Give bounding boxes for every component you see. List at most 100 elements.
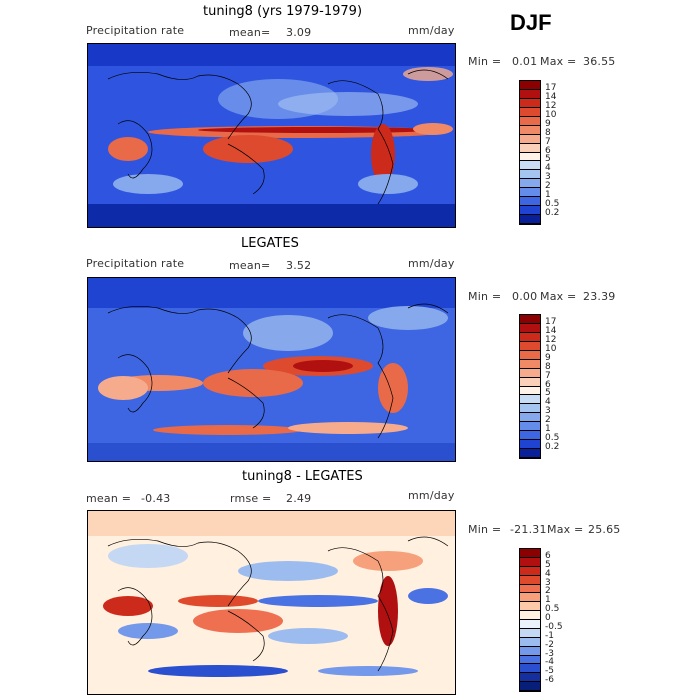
colorbar-tick-label: 10 — [545, 343, 557, 354]
colorbar-cell — [520, 107, 540, 117]
colorbar-cell — [520, 377, 540, 387]
colorbar-cell — [520, 350, 540, 360]
colorbar-tick-label: 14 — [545, 325, 557, 336]
colorbar-cell — [520, 413, 540, 423]
colorbar-tick-label: -5 — [545, 666, 554, 677]
panel1-min-value: 0.01 — [512, 55, 538, 68]
panel3-mean-label: mean = — [86, 492, 132, 505]
colorbar-cell — [520, 682, 540, 691]
colorbar-tick-label: -3 — [545, 648, 554, 659]
colorbar-cell — [520, 431, 540, 441]
colorbar-cell — [520, 549, 540, 558]
colorbar-cell — [520, 134, 540, 144]
colorbar-cell — [520, 575, 540, 585]
colorbar-tick-label: 0.2 — [545, 442, 560, 453]
colorbar-cell — [520, 628, 540, 638]
colorbar-tick-label: 12 — [545, 334, 557, 345]
colorbar-cell — [520, 664, 540, 674]
colorbar-cell — [520, 323, 540, 333]
colorbar-tick-label: -2 — [545, 639, 554, 650]
season-label: DJF — [510, 10, 552, 35]
panel2-min-label: Min = — [468, 290, 502, 303]
colorbar-cell — [520, 116, 540, 126]
colorbar-cell — [520, 179, 540, 189]
colorbar-cell — [520, 611, 540, 620]
panel2-max-value: 23.39 — [583, 290, 616, 303]
panel3-min-label: Min = — [468, 523, 502, 536]
colorbar-cell — [520, 584, 540, 594]
colorbar-tick-label: 17 — [545, 316, 557, 327]
panel1-max-value: 36.55 — [583, 55, 616, 68]
colorbar-tick-label: 0.5 — [545, 433, 560, 444]
panel3-colorbar — [519, 548, 541, 692]
colorbar-tick-label: 1 — [545, 190, 551, 201]
colorbar-tick-label: 17 — [545, 82, 557, 93]
colorbar-cell — [520, 404, 540, 414]
colorbar-cell — [520, 593, 540, 603]
colorbar-cell — [520, 188, 540, 198]
panel1-mean-value: 3.09 — [286, 26, 312, 39]
colorbar-cell — [520, 422, 540, 432]
colorbar-tick-label: 1 — [545, 424, 551, 435]
colorbar-tick-label: 14 — [545, 91, 557, 102]
colorbar-tick-label: -6 — [545, 675, 554, 686]
colorbar-cell — [520, 637, 540, 647]
panel1-min-label: Min = — [468, 55, 502, 68]
colorbar-cell — [520, 215, 540, 224]
colorbar-tick-label: 0.5 — [545, 199, 560, 210]
colorbar-cell — [520, 395, 540, 405]
colorbar-cell — [520, 332, 540, 342]
panel1-map — [87, 43, 456, 228]
colorbar-tick-label: 9 — [545, 118, 551, 129]
colorbar-tick-label: 1 — [545, 595, 551, 606]
colorbar-cell — [520, 566, 540, 576]
colorbar-tick-label: 5 — [545, 559, 551, 570]
colorbar-tick-label: 7 — [545, 136, 551, 147]
colorbar-tick-label: 2 — [545, 586, 551, 597]
panel1-units: mm/day — [408, 24, 455, 37]
colorbar-tick-label: 8 — [545, 361, 551, 372]
colorbar-cell — [520, 341, 540, 351]
colorbar-cell — [520, 81, 540, 90]
panel1-mean-label: mean= — [229, 26, 271, 39]
panel3-rmse-label: rmse = — [230, 492, 272, 505]
panel2-title: LEGATES — [241, 236, 299, 251]
colorbar-tick-label: 3 — [545, 577, 551, 588]
colorbar-tick-label: 4 — [545, 568, 551, 579]
colorbar-tick-label: 7 — [545, 370, 551, 381]
colorbar-cell — [520, 602, 540, 612]
colorbar-tick-label: 12 — [545, 100, 557, 111]
colorbar-tick-label: 8 — [545, 127, 551, 138]
panel3-max-value: 25.65 — [588, 523, 621, 536]
colorbar-cell — [520, 152, 540, 162]
colorbar-cell — [520, 161, 540, 171]
colorbar-cell — [520, 125, 540, 135]
colorbar-tick-label: 0 — [545, 613, 551, 623]
colorbar-cell — [520, 449, 540, 458]
colorbar-tick-label: 5 — [545, 388, 551, 399]
colorbar-cell — [520, 98, 540, 108]
panel1-variable-label: Precipitation rate — [86, 24, 185, 37]
panel2-mean-label: mean= — [229, 259, 271, 272]
panel3-max-label: Max = — [547, 523, 584, 536]
panel3-units: mm/day — [408, 489, 455, 502]
panel2-variable-label: Precipitation rate — [86, 257, 185, 270]
colorbar-cell — [520, 673, 540, 683]
colorbar-cell — [520, 440, 540, 450]
panel3-map — [87, 510, 456, 695]
panel2-min-value: 0.00 — [512, 290, 538, 303]
colorbar-cell — [520, 655, 540, 665]
colorbar-tick-label: 5 — [545, 154, 551, 165]
panel1-colorbar — [519, 80, 541, 225]
panel2-colorbar — [519, 314, 541, 459]
colorbar-tick-label: 6 — [545, 550, 551, 561]
colorbar-tick-label: 0.2 — [545, 208, 560, 219]
panel3-mean-value: -0.43 — [141, 492, 171, 505]
colorbar-cell — [520, 386, 540, 396]
colorbar-tick-label: 6 — [545, 379, 551, 390]
colorbar-cell — [520, 646, 540, 656]
colorbar-cell — [520, 620, 540, 629]
colorbar-tick-label: 6 — [545, 145, 551, 156]
colorbar-tick-label: -4 — [545, 657, 554, 668]
colorbar-tick-label: 0.5 — [545, 604, 560, 615]
